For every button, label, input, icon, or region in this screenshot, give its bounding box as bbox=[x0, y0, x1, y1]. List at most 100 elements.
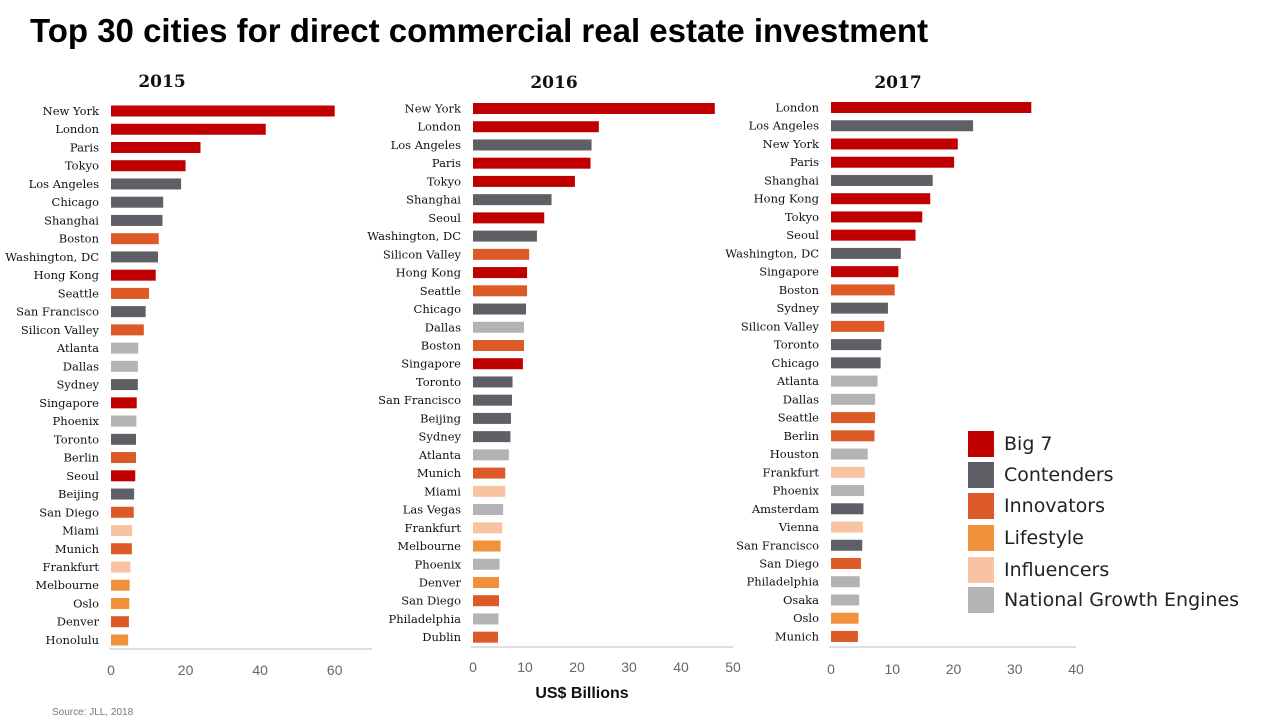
bar bbox=[831, 485, 865, 497]
category-label: San Diego bbox=[39, 505, 99, 519]
category-label: Seattle bbox=[420, 284, 461, 298]
bar bbox=[831, 448, 868, 460]
category-label: Boston bbox=[421, 338, 462, 352]
bar bbox=[831, 612, 859, 624]
category-label: Chicago bbox=[772, 356, 820, 370]
bar bbox=[111, 214, 163, 226]
bar bbox=[831, 156, 955, 168]
category-label: Vienna bbox=[778, 520, 819, 534]
category-label: Toronto bbox=[54, 432, 99, 446]
category-label: Washington, DC bbox=[5, 250, 99, 264]
tick-label: 20 bbox=[946, 661, 962, 677]
category-label: Boston bbox=[779, 283, 820, 297]
category-label: Denver bbox=[419, 575, 462, 589]
bar bbox=[473, 339, 524, 351]
category-label: London bbox=[775, 101, 819, 115]
category-label: New York bbox=[43, 104, 100, 118]
bar bbox=[111, 287, 150, 299]
category-label: Los Angeles bbox=[391, 138, 461, 152]
bar bbox=[473, 485, 506, 497]
bar bbox=[111, 415, 137, 427]
category-label: San Francisco bbox=[378, 393, 461, 407]
category-label: Singapore bbox=[401, 357, 461, 371]
chart-title: 2015 bbox=[138, 72, 185, 92]
category-label: Dallas bbox=[425, 320, 461, 334]
bar bbox=[111, 597, 130, 609]
category-label: Shanghai bbox=[44, 213, 99, 227]
category-label: Munich bbox=[417, 466, 462, 480]
bar bbox=[473, 394, 512, 406]
category-label: Sydney bbox=[419, 430, 462, 444]
bar bbox=[111, 433, 136, 445]
chart-title: 2017 bbox=[874, 73, 921, 93]
category-label: Hong Kong bbox=[396, 266, 462, 280]
bar bbox=[111, 379, 138, 391]
category-label: Phoenix bbox=[773, 484, 820, 498]
category-label: Chicago bbox=[52, 195, 100, 209]
category-label: Berlin bbox=[783, 429, 819, 443]
category-label: New York bbox=[763, 137, 820, 151]
category-label: London bbox=[417, 120, 461, 134]
category-label: Munich bbox=[55, 542, 100, 556]
bar bbox=[831, 102, 1032, 113]
bar bbox=[111, 105, 335, 117]
legend-label: Innovators bbox=[1004, 495, 1105, 517]
bar bbox=[473, 576, 499, 588]
bar bbox=[111, 251, 158, 263]
bar bbox=[831, 120, 974, 132]
category-label: Paris bbox=[790, 155, 819, 169]
legend-swatch bbox=[968, 587, 994, 613]
category-label: Shanghai bbox=[764, 173, 819, 187]
category-label: Boston bbox=[59, 232, 100, 246]
bar bbox=[831, 558, 862, 569]
category-label: Sydney bbox=[57, 378, 100, 392]
bar bbox=[831, 138, 958, 150]
bar bbox=[473, 230, 537, 242]
legend-label: Contenders bbox=[1004, 464, 1114, 486]
bar bbox=[111, 397, 137, 409]
bar bbox=[831, 174, 933, 186]
bar bbox=[111, 543, 132, 555]
bar bbox=[111, 306, 146, 318]
category-label: Los Angeles bbox=[29, 177, 99, 191]
category-label: San Diego bbox=[759, 557, 819, 571]
bar bbox=[831, 594, 860, 606]
category-label: Phoenix bbox=[415, 557, 462, 571]
category-label: Beijing bbox=[58, 487, 100, 501]
category-label: Dallas bbox=[783, 392, 819, 406]
category-label: Atlanta bbox=[418, 448, 461, 462]
legend-swatch bbox=[968, 525, 994, 551]
legend-item: Influencers bbox=[968, 557, 1109, 583]
category-label: Tokyo bbox=[65, 159, 99, 173]
category-label: Las Vegas bbox=[403, 503, 461, 517]
tick-label: 40 bbox=[673, 659, 689, 675]
legend-label: National Growth Engines bbox=[1004, 589, 1240, 611]
tick-label: 0 bbox=[107, 662, 115, 678]
tick-label: 30 bbox=[1007, 661, 1023, 677]
bar bbox=[473, 558, 500, 570]
category-label: Seattle bbox=[58, 286, 99, 300]
category-label: Singapore bbox=[759, 265, 819, 279]
category-label: Seattle bbox=[778, 411, 819, 425]
bar bbox=[831, 576, 860, 588]
category-label: Amsterdam bbox=[751, 502, 819, 516]
bar bbox=[473, 157, 591, 169]
bar bbox=[473, 358, 523, 370]
bar bbox=[473, 613, 499, 625]
bar bbox=[111, 160, 186, 172]
category-label: Dublin bbox=[422, 630, 461, 644]
category-label: Melbourne bbox=[35, 578, 99, 592]
bar bbox=[473, 467, 506, 479]
category-label: Honolulu bbox=[46, 633, 99, 647]
bar bbox=[831, 193, 931, 205]
category-label: Philadelphia bbox=[388, 612, 461, 626]
category-label: Silicon Valley bbox=[741, 319, 820, 333]
bar bbox=[111, 525, 133, 537]
category-label: Seoul bbox=[66, 469, 99, 483]
chart-title: 2016 bbox=[530, 73, 577, 93]
tick-label: 30 bbox=[621, 659, 637, 675]
bar bbox=[111, 470, 136, 482]
category-label: Sydney bbox=[777, 301, 820, 315]
bar bbox=[111, 616, 129, 628]
